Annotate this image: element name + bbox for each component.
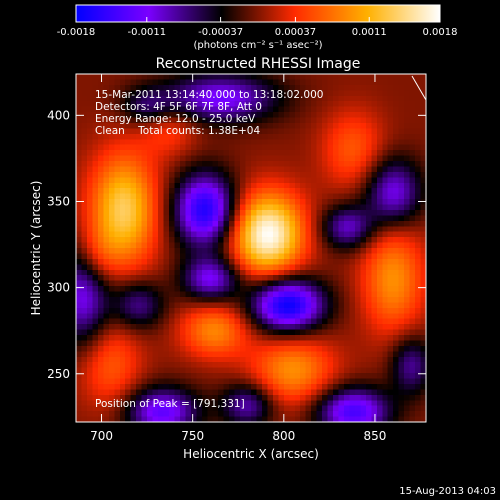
y-tick-label: 350	[47, 194, 70, 208]
colorbar-tick-label: 0.0018	[423, 27, 458, 38]
colorbar-tick-label: -0.0011	[127, 27, 166, 38]
x-tick-label: 750	[181, 429, 204, 443]
peak-position-label: Position of Peak = [791,331]	[95, 398, 245, 410]
colorbar-tick-label: -0.00037	[198, 27, 243, 38]
plot-frame	[75, 73, 427, 423]
footer-date: 15-Aug-2013 04:03	[399, 486, 496, 497]
colorbar-tick-label: 0.00037	[275, 27, 316, 38]
x-tick-label: 800	[272, 429, 295, 443]
colorbar-tick-label: 0.0011	[352, 27, 387, 38]
x-tick-label: 700	[90, 429, 113, 443]
colorbar-tick-label: -0.0018	[57, 27, 96, 38]
y-tick-label: 250	[47, 367, 70, 381]
plot-area: 700 750 800 850 250 300 350 400	[47, 73, 427, 443]
y-tick-label: 400	[47, 108, 70, 122]
info-line-detectors: Detectors: 4F 5F 6F 7F 8F, Att 0	[95, 101, 262, 113]
info-line-clean: Clean Total counts: 1.38E+04	[95, 125, 260, 137]
info-line-time: 15-Mar-2011 13:14:40.000 to 13:18:02.000	[95, 89, 323, 101]
y-axis-title: Heliocentric Y (arcsec)	[29, 181, 43, 316]
colorbar: -0.0018 -0.0011 -0.00037 0.00037 0.0011 0.001…	[57, 4, 458, 51]
x-axis-title: Heliocentric X (arcsec)	[183, 447, 319, 461]
colorbar-ticks: -0.0018 -0.0011 -0.00037 0.00037 0.0011 0.001…	[57, 17, 458, 38]
colorbar-gradient	[75, 4, 441, 23]
y-tick-label: 300	[47, 281, 70, 295]
info-block: 15-Mar-2011 13:14:40.000 to 13:18:02.000…	[95, 89, 323, 137]
x-tick-label: 850	[364, 429, 387, 443]
corner-artifact-line	[411, 75, 427, 101]
heatmap-image	[76, 74, 426, 422]
colorbar-unit-label: (photons cm⁻² s⁻¹ asec⁻²)	[193, 40, 322, 51]
chart-title: Reconstructed RHESSI Image	[156, 56, 361, 72]
axis-ticks: 700 750 800 850 250 300 350 400	[47, 74, 426, 443]
info-line-energy: Energy Range: 12.0 - 25.0 keV	[95, 113, 256, 125]
